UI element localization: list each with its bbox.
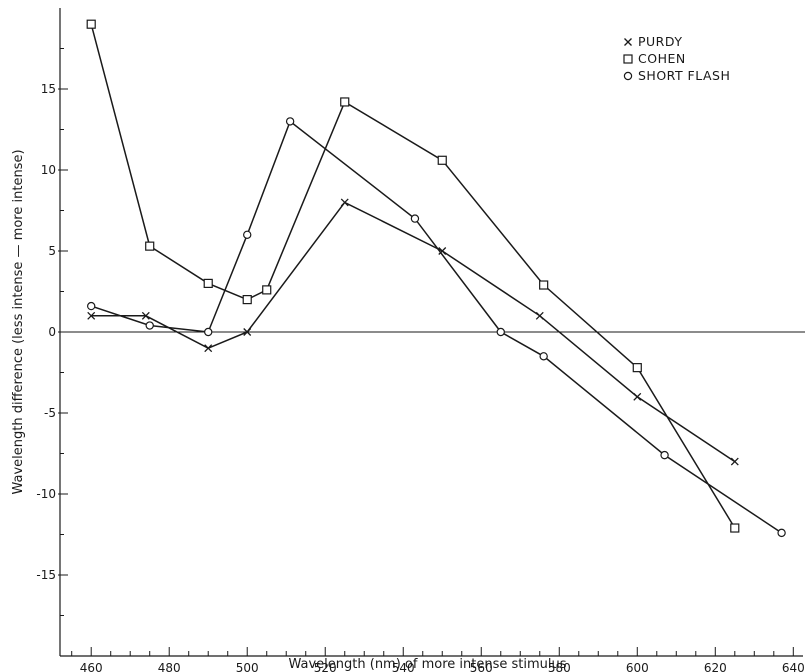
y-tick-label--10: -10 — [36, 487, 56, 501]
legend-label-purdy: PURDY — [638, 34, 682, 49]
x-axis-title: Wavelength (nm) of more intense stimulus — [289, 657, 567, 672]
x-tick-label-620: 620 — [704, 661, 727, 672]
point-short-flash-607 — [660, 450, 669, 460]
point-short-flash-511 — [285, 117, 295, 126]
point-cohen-505 — [262, 285, 272, 295]
series-purdy — [87, 198, 739, 466]
x-tick-label-580: 580 — [548, 661, 571, 672]
y-axis-title: Wavelength difference (less intense — mo… — [11, 149, 26, 494]
x-tick-label-500: 500 — [236, 661, 259, 672]
point-cohen-490 — [203, 278, 213, 288]
point-cohen-550 — [437, 155, 447, 165]
point-purdy-500 — [243, 328, 252, 336]
x-tick-label-540: 540 — [392, 661, 415, 672]
point-purdy-550 — [438, 247, 447, 255]
series-cohen — [86, 19, 740, 533]
y-tick-label-10: 10 — [41, 163, 56, 177]
point-short-flash-565 — [496, 327, 505, 337]
plot-series — [86, 19, 786, 538]
point-purdy-490 — [204, 344, 213, 353]
point-short-flash-500 — [243, 230, 252, 239]
point-purdy-575 — [535, 311, 544, 320]
point-cohen-576 — [539, 280, 549, 290]
x-tick-label-560: 560 — [470, 661, 493, 672]
point-purdy-525 — [340, 198, 349, 207]
point-purdy-474 — [141, 311, 150, 320]
series-line-short-flash — [90, 120, 783, 534]
point-short-flash-637 — [777, 528, 786, 538]
y-tick-label-0: 0 — [48, 325, 56, 339]
point-short-flash-543 — [410, 214, 420, 223]
legend-marker-purdy — [624, 38, 632, 46]
x-tick-label-520: 520 — [314, 661, 337, 672]
legend-marker-short-flash — [623, 71, 633, 81]
point-purdy-600 — [633, 392, 642, 401]
point-cohen-460 — [86, 19, 96, 29]
series-line-cohen — [90, 24, 736, 529]
point-purdy-460 — [87, 311, 96, 320]
y-tick-label-5: 5 — [48, 244, 56, 258]
point-cohen-600 — [632, 363, 642, 373]
axes: 460 480 500 520 540 560 580 600 620 640 15 10 5 0 -5 -1… — [36, 8, 805, 672]
series-short-flash — [87, 117, 786, 538]
point-cohen-475 — [145, 241, 155, 251]
point-short-flash-490 — [204, 327, 213, 337]
legend-marker-cohen — [623, 54, 633, 64]
x-tick-label-600: 600 — [626, 661, 649, 672]
point-cohen-500 — [242, 295, 252, 305]
legend-label-cohen: COHEN — [638, 51, 686, 66]
point-cohen-525 — [340, 97, 350, 107]
point-short-flash-460 — [87, 301, 96, 311]
x-tick-label-640: 640 — [782, 661, 805, 672]
point-cohen-625 — [730, 523, 740, 533]
point-short-flash-475 — [145, 321, 154, 330]
point-purdy-625 — [730, 457, 739, 466]
x-tick-label-460: 460 — [80, 661, 103, 672]
point-short-flash-576 — [539, 352, 548, 361]
legend-label-short-flash: SHORT FLASH — [638, 68, 730, 83]
y-tick-label--5: -5 — [44, 406, 56, 420]
y-tick-label-15: 15 — [41, 82, 56, 96]
y-tick-label--15: -15 — [36, 568, 56, 582]
legend: PURDY COHEN SHORT FLASH — [623, 34, 730, 83]
x-tick-label-480: 480 — [158, 661, 181, 672]
